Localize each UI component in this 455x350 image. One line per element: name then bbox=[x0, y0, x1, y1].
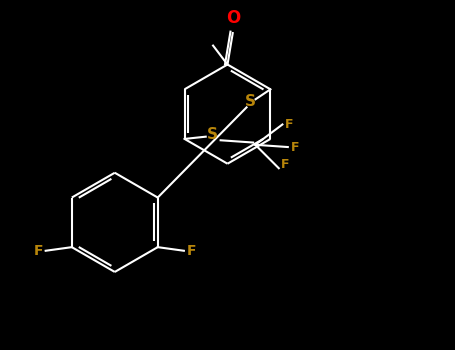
Text: F: F bbox=[281, 158, 289, 171]
Text: F: F bbox=[187, 244, 196, 258]
Text: S: S bbox=[207, 127, 218, 142]
Text: F: F bbox=[290, 141, 299, 154]
Text: F: F bbox=[34, 244, 43, 258]
Text: F: F bbox=[285, 118, 293, 131]
Text: S: S bbox=[245, 94, 256, 110]
Text: O: O bbox=[226, 9, 240, 27]
